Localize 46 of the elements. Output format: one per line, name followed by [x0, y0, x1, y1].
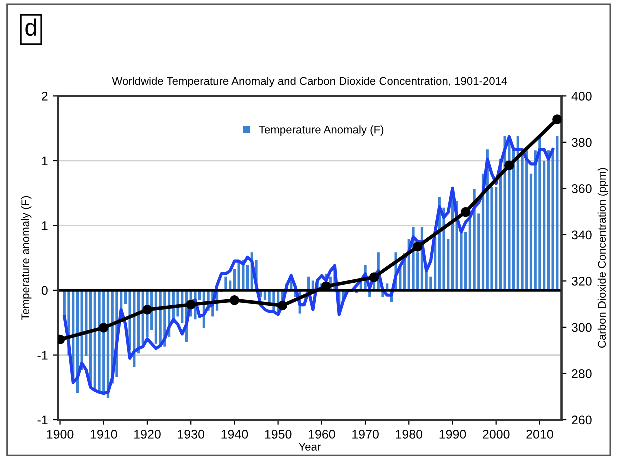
y2-tick-label: 380 [572, 138, 592, 148]
bar [246, 265, 250, 290]
y-tick-label: -1 [38, 351, 48, 360]
y2-tick-label: 400 [572, 92, 592, 101]
point [504, 160, 514, 170]
y2-tick-label: 360 [572, 184, 592, 194]
legend-label: Temperature Anomaly (F) [259, 126, 384, 136]
line-series [63, 135, 555, 395]
x-tick-label: 1930 [178, 430, 205, 439]
point [460, 207, 471, 218]
x-axis-title: Year [298, 443, 321, 451]
point [412, 242, 423, 252]
point [142, 305, 152, 315]
chart-title: Worldwide Temperature Anomaly and Carbon Dioxide Concentration, 1901-2014 [112, 77, 508, 88]
bar [538, 136, 542, 290]
point [99, 323, 109, 333]
point [369, 272, 380, 282]
x-tick-label: 1940 [222, 430, 248, 439]
x-tick-label: 1950 [265, 430, 292, 439]
x-tick-label: 2000 [483, 430, 510, 439]
y-tick-label: 2 [42, 92, 48, 101]
x-tick-label: 2010 [526, 430, 554, 439]
point [186, 300, 196, 310]
y2-tick-label: 280 [572, 370, 592, 378]
y2-tick-label: 260 [572, 416, 592, 425]
x-tick-label: 1970 [352, 430, 379, 439]
x-tick-label: 1910 [90, 430, 118, 439]
point [278, 300, 288, 311]
y-tick-label: 1 [42, 156, 48, 166]
y2-tick-label: 320 [572, 277, 592, 286]
y2-tick-label: 340 [572, 230, 592, 240]
y-tick-label: -1 [38, 416, 48, 425]
bar [530, 174, 533, 290]
y2-axis-title: Carbon Dioxide Concentration (ppm) [598, 168, 608, 348]
x-tick-label: 1980 [396, 430, 423, 439]
point [230, 296, 240, 306]
point [552, 114, 562, 124]
y2-tick-label: 300 [572, 323, 592, 332]
x-tick-label: 1920 [134, 430, 161, 439]
x-tick-label: 1990 [440, 430, 466, 439]
y-axis-title: Temperature anomaly (F) [21, 196, 32, 320]
y-tick-label: 1 [42, 222, 48, 230]
x-tick-label: 1960 [308, 430, 336, 439]
x-tick-label: 1900 [47, 430, 74, 439]
y-tick-label: 0 [42, 286, 48, 296]
text: d [26, 18, 36, 36]
